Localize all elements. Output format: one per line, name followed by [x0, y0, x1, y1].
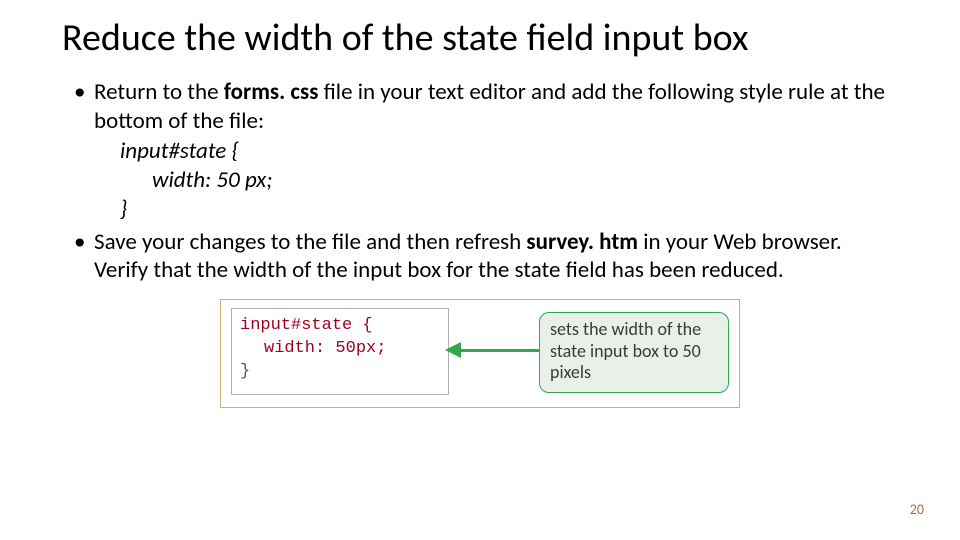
- slide: Reduce the width of the state field inpu…: [0, 0, 960, 540]
- slide-title: Reduce the width of the state field inpu…: [62, 18, 898, 60]
- inline-code-block: input#state { width: 50 px; }: [120, 137, 898, 223]
- code-line-3: }: [120, 195, 898, 224]
- arrow-head-icon: [445, 342, 461, 358]
- code-line-2: width: 50 px;: [120, 166, 898, 195]
- code-line-1: input#state {: [120, 137, 898, 166]
- callout-box: sets the width of the state input box to…: [539, 312, 729, 393]
- page-number: 20: [910, 501, 924, 518]
- bullet-1-bold: forms. css: [224, 78, 319, 106]
- bullet-1-pre: Return to the: [94, 78, 224, 106]
- figure: input#state { width: 50px; } sets the wi…: [220, 299, 740, 408]
- arrow-line: [459, 349, 545, 352]
- figure-code-box: input#state { width: 50px; }: [231, 308, 449, 395]
- slide-body: Return to the forms. css file in your te…: [62, 78, 898, 408]
- fig-selector: input#state {: [240, 316, 373, 335]
- fig-brace: }: [240, 362, 250, 381]
- fig-code-l3: }: [240, 361, 440, 384]
- bullet-1: Return to the forms. css file in your te…: [80, 78, 898, 224]
- bullet-list: Return to the forms. css file in your te…: [62, 78, 898, 285]
- callout-text: sets the width of the state input box to…: [550, 318, 701, 383]
- bullet-2-pre: Save your changes to the file and then r…: [94, 228, 526, 256]
- fig-code-l1: input#state {: [240, 315, 440, 338]
- fig-code-l2: width: 50px;: [240, 338, 440, 361]
- bullet-2: Save your changes to the file and then r…: [80, 228, 898, 286]
- fig-prop: width: 50px;: [264, 339, 386, 358]
- arrow: [445, 340, 545, 360]
- bullet-2-bold: survey. htm: [526, 228, 638, 256]
